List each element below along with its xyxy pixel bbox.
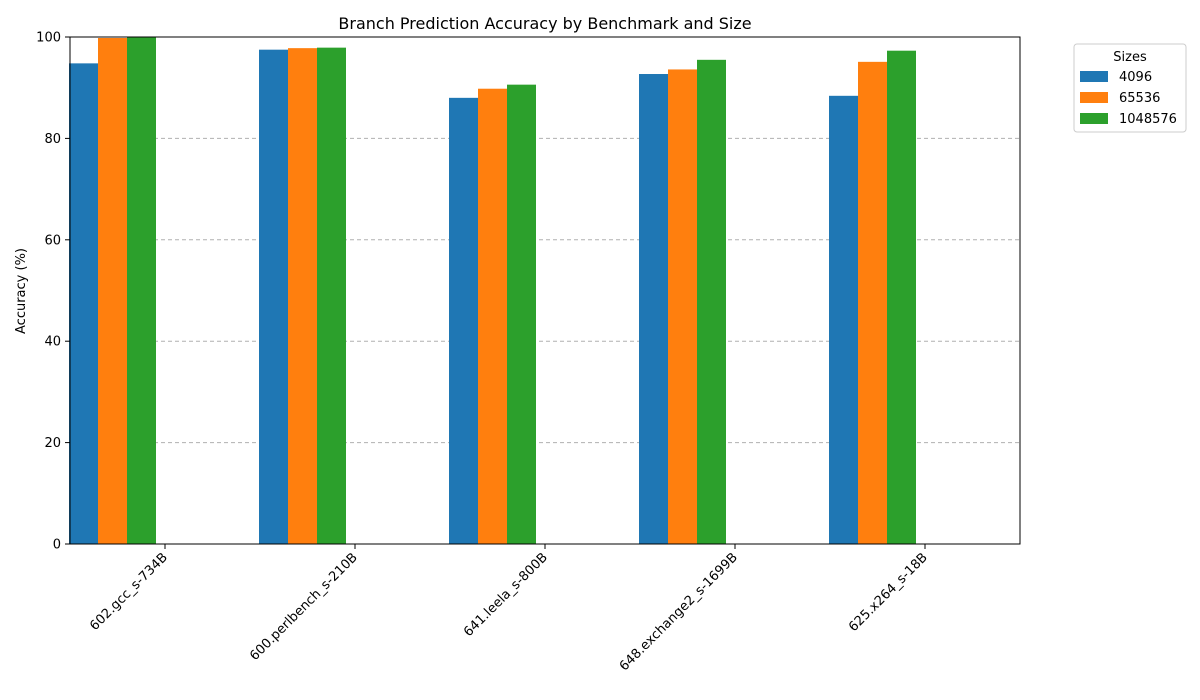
bar — [127, 37, 156, 545]
bar — [478, 88, 507, 545]
y-tick-label: 80 — [44, 132, 61, 147]
bar — [317, 47, 346, 544]
bar — [259, 49, 288, 545]
bar — [288, 48, 317, 545]
y-tick-label: 60 — [44, 233, 61, 248]
y-tick-label: 0 — [53, 538, 61, 553]
legend-title: Sizes — [1113, 50, 1147, 65]
bar — [98, 38, 127, 544]
bar — [858, 61, 887, 545]
y-axis-label: Accuracy (%) — [14, 248, 29, 334]
legend: Sizes 4096 65536 1048576 — [1073, 43, 1187, 133]
legend-label: 65536 — [1119, 91, 1160, 106]
legend-items: 4096 65536 1048576 — [1080, 70, 1177, 127]
bar — [507, 84, 536, 545]
bars — [69, 37, 916, 545]
bar — [639, 74, 668, 545]
y-tick-label: 20 — [44, 436, 61, 451]
y-tick-label: 100 — [36, 31, 61, 46]
legend-label: 1048576 — [1119, 112, 1177, 127]
legend-swatch — [1080, 113, 1108, 124]
bar — [449, 97, 478, 544]
legend-box — [1073, 43, 1187, 133]
bar — [668, 69, 697, 544]
bar — [69, 63, 98, 544]
bar — [887, 50, 916, 545]
legend-swatch — [1080, 71, 1108, 82]
chart-title: Branch Prediction Accuracy by Benchmark … — [338, 14, 751, 33]
legend-label: 4096 — [1119, 70, 1152, 85]
bar — [829, 95, 858, 544]
bar — [697, 59, 726, 544]
y-axis-ticks: 0 20 40 60 80 100 — [36, 31, 70, 553]
y-tick-label: 40 — [44, 335, 61, 350]
legend-swatch — [1080, 92, 1108, 103]
